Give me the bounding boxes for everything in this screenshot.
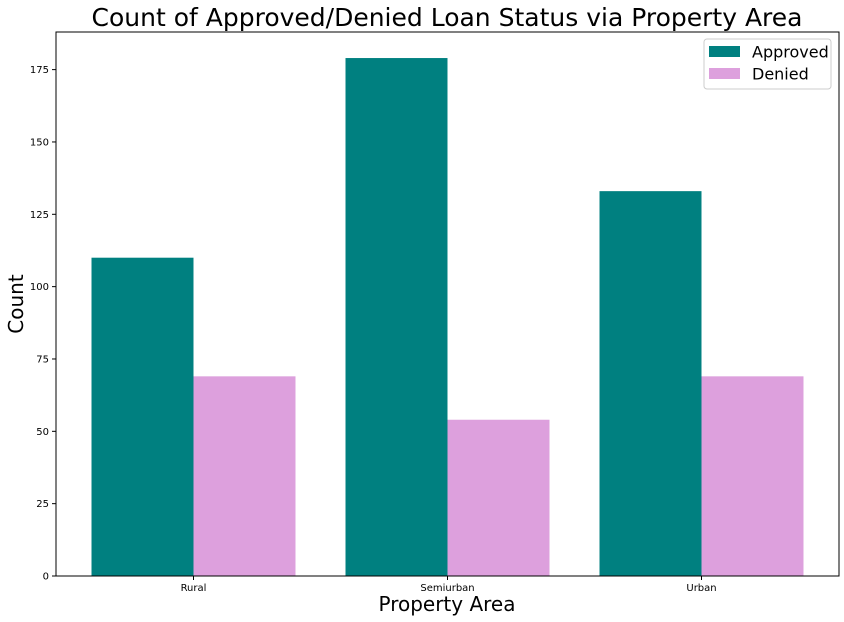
x-tick-label: Urban — [686, 583, 716, 594]
legend-swatch-approved — [709, 46, 740, 57]
y-tick-label: 25 — [36, 499, 49, 510]
y-tick-label: 175 — [30, 65, 49, 76]
plot-frame — [55, 31, 840, 577]
bar-denied-urban — [701, 376, 804, 576]
y-tick-label: 75 — [36, 354, 49, 365]
y-tick-label: 125 — [30, 210, 49, 221]
bar-denied-rural — [193, 376, 296, 576]
bar-approved-semiurban — [345, 58, 448, 577]
x-tick-label: Rural — [181, 583, 207, 594]
bar-denied-semiurban — [447, 419, 550, 576]
legend-label-approved: Approved — [752, 43, 829, 62]
bar-approved-rural — [91, 257, 194, 576]
y-tick-label: 150 — [30, 137, 49, 148]
y-tick-label: 100 — [30, 282, 49, 293]
y-axis-label: Count — [4, 274, 28, 334]
legend: Approved Denied — [703, 38, 832, 90]
plot-area: 0 25 50 75 100 125 150 175 Rural Semiurban Urban — [30, 58, 804, 594]
x-axis-label: Property Area — [378, 592, 515, 616]
chart-title: Count of Approved/Denied Loan Status via… — [92, 3, 803, 32]
y-tick-label: 0 — [43, 572, 49, 583]
legend-swatch-denied — [709, 68, 740, 79]
legend-label-denied: Denied — [752, 65, 809, 84]
bar-approved-urban — [599, 191, 702, 577]
x-tick-label: Semiurban — [420, 583, 474, 594]
y-tick-label: 50 — [36, 427, 49, 438]
